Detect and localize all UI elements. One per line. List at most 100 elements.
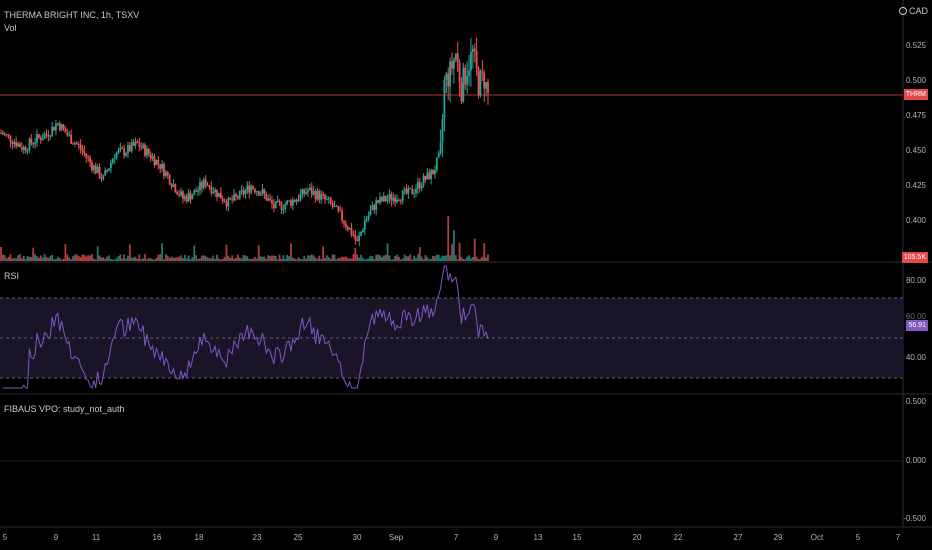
symbol-title[interactable]: THERMA BRIGHT INC, 1h, TSXV: [4, 10, 140, 20]
candle-body: [248, 185, 251, 193]
volume-bar: [350, 258, 353, 261]
volume-bar: [439, 258, 442, 261]
vpo-label[interactable]: FIBAUS VPO: study_not_auth: [4, 404, 125, 414]
volume-bar: [208, 258, 211, 261]
volume-bar: [200, 255, 203, 261]
candle-body: [483, 72, 486, 89]
candle-body: [176, 192, 179, 195]
volume-bar: [244, 255, 247, 261]
volume-bar: [146, 259, 148, 261]
candle-body: [199, 182, 201, 191]
candle-body: [318, 190, 321, 200]
candle-body: [416, 182, 419, 190]
volume-bar: [415, 258, 417, 261]
time-axis-label: 9: [53, 533, 59, 542]
volume-bar: [91, 254, 93, 261]
candle-body: [344, 223, 347, 227]
volume-bar: [214, 259, 217, 261]
candle-body: [443, 80, 446, 119]
volume-bar: [479, 258, 482, 261]
volume-bar: [269, 255, 271, 261]
volume-bar: [34, 254, 37, 261]
candle-body: [53, 126, 55, 131]
candle-body: [293, 199, 296, 202]
candle-body: [420, 185, 423, 189]
volume-bar: [365, 258, 368, 261]
volume-bar: [39, 255, 42, 261]
volume-bar: [9, 254, 12, 261]
volume-bar: [13, 258, 16, 261]
time-axis-label: 13: [533, 533, 543, 542]
volume-bar: [49, 255, 52, 261]
volume-bar: [110, 259, 112, 261]
candle-body: [119, 148, 122, 151]
volume-bar: [96, 246, 99, 261]
currency-selector[interactable]: CAD: [898, 6, 928, 16]
volume-bar: [108, 255, 110, 261]
volume-bar: [55, 258, 57, 261]
time-axis-label: 23: [252, 533, 262, 542]
volume-bar: [111, 259, 114, 261]
candle-body: [259, 193, 262, 196]
candle-body: [301, 189, 304, 195]
candle-body: [15, 142, 18, 147]
candle-body: [204, 179, 207, 186]
volume-bar: [369, 256, 372, 261]
volume-bar: [123, 254, 126, 261]
volume-bar: [106, 256, 109, 261]
candle-body: [132, 142, 135, 146]
volume-bar: [250, 258, 253, 261]
volume-bar: [449, 255, 452, 261]
candle-body: [166, 171, 169, 176]
volume-bar: [166, 255, 169, 261]
time-axis-label: 22: [673, 533, 683, 542]
volume-bar: [312, 255, 315, 261]
volume-bar: [58, 257, 61, 261]
candle-body: [399, 200, 402, 202]
volume-bar: [98, 255, 101, 261]
candle-body: [396, 199, 398, 203]
time-axis-label: 7: [453, 533, 459, 542]
volume-bar: [447, 216, 450, 261]
rsi-label[interactable]: RSI: [4, 271, 20, 281]
volume-bar: [212, 255, 215, 261]
rsi-tick: 40.00: [905, 353, 926, 362]
vpo-tick: 0.500: [905, 397, 926, 406]
candle-body: [32, 143, 35, 145]
vpo-tick: 0.000: [905, 456, 926, 465]
volume-bar: [445, 255, 448, 261]
candle-body: [360, 231, 362, 236]
time-axis-label: 30: [352, 533, 362, 542]
volume-bar: [252, 258, 254, 261]
candle-body: [322, 194, 325, 196]
candle-body: [87, 157, 90, 159]
volume-bar: [3, 255, 6, 261]
candle-body: [462, 67, 465, 102]
volume-bar: [7, 256, 10, 261]
volume-bar: [454, 254, 457, 261]
candle-body: [324, 194, 326, 200]
volume-bar: [72, 256, 74, 261]
candle-body: [155, 159, 158, 165]
volume-bar: [92, 258, 95, 261]
volume-bar: [104, 258, 107, 261]
candle-body: [392, 197, 395, 201]
candle-body: [452, 59, 455, 69]
candle-body: [182, 191, 184, 199]
price-tick: 0.475: [905, 111, 926, 120]
volume-bar: [310, 254, 313, 261]
volume-bar: [22, 255, 25, 261]
candle-body: [223, 200, 226, 203]
volume-bar: [396, 254, 398, 261]
volume-indicator-label[interactable]: Vol: [4, 23, 17, 33]
volume-bar: [1, 254, 4, 261]
time-axis-label: 18: [194, 533, 204, 542]
volume-bar: [117, 256, 120, 261]
candle-body: [174, 184, 177, 193]
volume-bar: [386, 243, 389, 261]
volume-bar: [435, 254, 438, 261]
time-axis-label: 5: [855, 533, 861, 542]
volume-bar: [462, 258, 465, 261]
candle-body: [159, 163, 162, 169]
